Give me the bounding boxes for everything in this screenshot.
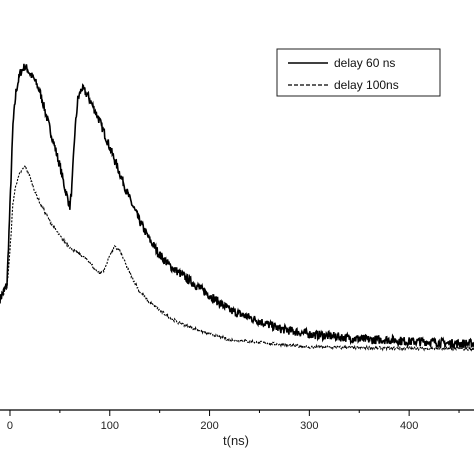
x-tick-label-200: 200 [200,420,218,432]
series-line-1 [0,63,474,351]
x-tick-label-400: 400 [400,420,418,432]
legend: delay 60 ns delay 100ns [276,48,441,97]
legend-box [276,48,441,97]
series-line-2 [0,164,474,353]
x-tick-label-300: 300 [300,420,318,432]
axes: 0 100 200 300 400 [0,409,474,432]
plot-area [0,63,474,353]
legend-label-series-2: delay 100ns [334,78,399,92]
x-axis-title: t(ns) [223,433,249,448]
x-tick-label-0: 0 [7,420,13,432]
legend-label-series-1: delay 60 ns [334,56,395,70]
x-tick-label-100: 100 [101,420,119,432]
